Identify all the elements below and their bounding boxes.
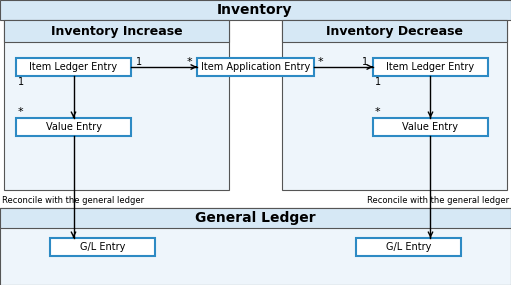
Text: Item Ledger Entry: Item Ledger Entry bbox=[386, 62, 475, 72]
Text: *: * bbox=[318, 57, 323, 67]
Text: Reconcile with the general ledger: Reconcile with the general ledger bbox=[2, 196, 144, 205]
Bar bbox=[356, 238, 461, 256]
Text: Value Entry: Value Entry bbox=[403, 122, 458, 132]
Bar bbox=[0, 0, 511, 20]
Bar bbox=[0, 208, 511, 228]
Bar bbox=[4, 20, 229, 42]
Text: *: * bbox=[18, 107, 24, 117]
Text: 1: 1 bbox=[18, 77, 24, 87]
Text: Item Ledger Entry: Item Ledger Entry bbox=[30, 62, 118, 72]
Bar bbox=[0, 208, 511, 285]
Bar bbox=[197, 58, 314, 76]
Text: Inventory Increase: Inventory Increase bbox=[51, 25, 182, 38]
Bar bbox=[373, 58, 488, 76]
Text: Value Entry: Value Entry bbox=[45, 122, 102, 132]
Bar bbox=[50, 238, 155, 256]
Bar bbox=[373, 118, 488, 136]
Text: *: * bbox=[375, 107, 381, 117]
Text: Reconcile with the general ledger: Reconcile with the general ledger bbox=[367, 196, 509, 205]
Bar bbox=[16, 118, 131, 136]
Text: 1: 1 bbox=[362, 57, 368, 67]
Bar bbox=[282, 20, 507, 42]
Text: General Ledger: General Ledger bbox=[195, 211, 315, 225]
Text: G/L Entry: G/L Entry bbox=[386, 242, 431, 252]
Text: Inventory Decrease: Inventory Decrease bbox=[326, 25, 463, 38]
Text: 1: 1 bbox=[136, 57, 142, 67]
Text: Item Application Entry: Item Application Entry bbox=[201, 62, 310, 72]
Bar bbox=[282, 20, 507, 190]
Bar bbox=[4, 20, 229, 190]
Text: *: * bbox=[187, 57, 192, 67]
Text: Inventory: Inventory bbox=[217, 3, 293, 17]
Text: G/L Entry: G/L Entry bbox=[80, 242, 125, 252]
Text: 1: 1 bbox=[375, 77, 381, 87]
Bar bbox=[16, 58, 131, 76]
